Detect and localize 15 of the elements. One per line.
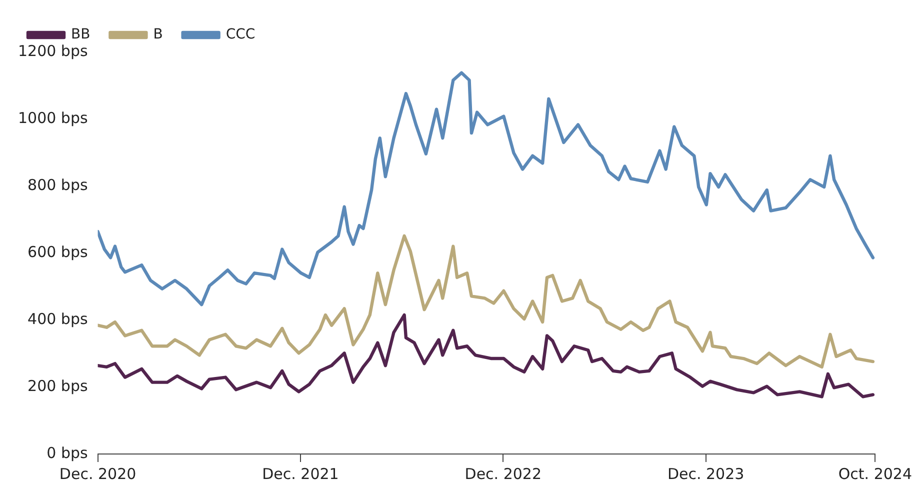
- legend-label: B: [153, 26, 163, 43]
- y-tick-label: 400 bps: [28, 310, 88, 328]
- y-tick-label: 600 bps: [28, 242, 88, 261]
- y-tick-label: 1200 bps: [18, 42, 88, 60]
- y-tick-label: 800 bps: [28, 176, 88, 194]
- x-tick-label: Dec. 2022: [464, 464, 542, 483]
- legend-label: CCC: [226, 26, 256, 43]
- x-tick-label: Dec. 2023: [667, 464, 744, 483]
- x-tick-label: Oct. 2024: [838, 464, 912, 483]
- y-tick-label: 200 bps: [28, 376, 88, 395]
- legend-label: BB: [71, 26, 90, 43]
- x-tick-label: Dec. 2021: [262, 464, 339, 483]
- y-tick-label: 0 bps: [46, 444, 88, 462]
- y-tick-label: 1000 bps: [18, 108, 88, 127]
- x-tick-label: Dec. 2020: [59, 464, 136, 483]
